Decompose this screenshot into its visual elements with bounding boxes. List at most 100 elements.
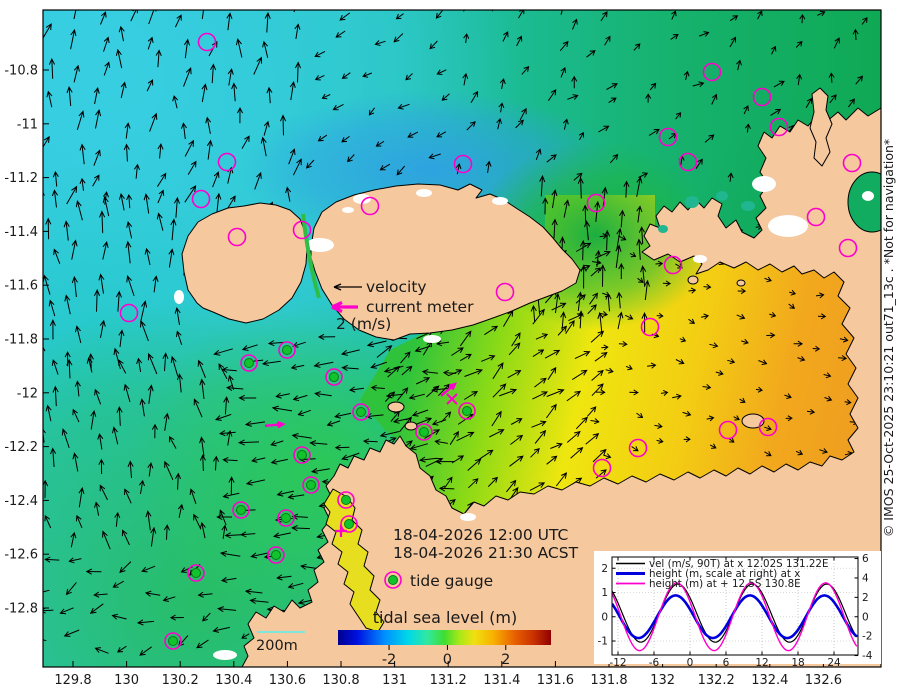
velocity-arrow [115, 48, 123, 69]
velocity-arrow [645, 93, 652, 103]
velocity-arrow [237, 439, 260, 446]
tide-gauge-dot [306, 480, 316, 490]
velocity-arrow [93, 149, 101, 166]
velocity-arrow [608, 97, 617, 104]
velocity-arrow [812, 345, 821, 352]
y-tick-label: -12.8 [4, 602, 38, 617]
velocity-arrow [534, 429, 547, 444]
velocity-arrow [150, 526, 157, 547]
velocity-arrow [401, 365, 413, 376]
inset-x-tick-label: 12 [755, 657, 768, 669]
inset-yr-tick-label: 2 [862, 592, 869, 604]
velocity-arrow [118, 25, 125, 42]
velocity-arrow [89, 603, 104, 614]
velocity-arrow [221, 524, 228, 539]
speed-scale-label: 2 (m/s) [336, 315, 391, 333]
velocity-arrow [408, 393, 425, 400]
velocity-arrow [368, 107, 376, 116]
velocity-arrow [44, 556, 60, 563]
velocity-arrow [254, 171, 262, 190]
velocity-arrow [285, 186, 292, 202]
velocity-arrow [496, 118, 503, 130]
velocity-arrow [124, 488, 132, 504]
velocity-arrow [61, 428, 70, 449]
velocity-arrow [795, 40, 803, 48]
inset-x-tick-label: 0 [687, 657, 694, 669]
inset-legend-label: height (m) at + 12.5S 130.8E [649, 578, 801, 590]
velocity-arrow [602, 291, 611, 298]
velocity-arrow [100, 11, 107, 25]
inset-legend-label: height (m, scale at right) at x [649, 568, 800, 580]
velocity-arrow [468, 478, 479, 489]
velocity-arrow [70, 28, 77, 50]
colorbar-tick-label: -2 [382, 652, 396, 668]
velocity-arrow [637, 277, 644, 283]
velocity-arrow [436, 131, 447, 138]
velocity-arrow [121, 529, 130, 546]
velocity-arrow [341, 72, 351, 79]
tide-gauge-dot [419, 427, 429, 437]
velocity-arrow [451, 347, 464, 356]
velocity-arrow [136, 619, 154, 626]
velocity-arrow [711, 93, 718, 105]
tide-gauge-marker [232, 501, 250, 519]
current-meter-marker [495, 282, 515, 302]
y-tick-label: -12.4 [4, 494, 38, 509]
velocity-arrow [341, 135, 350, 143]
tide-gauge-marker [337, 491, 355, 509]
melville-island [310, 183, 581, 341]
velocity-arrow [240, 531, 256, 538]
velocity-arrow [647, 362, 657, 369]
current-meter-marker [592, 458, 612, 478]
velocity-arrow [79, 177, 86, 191]
velocity-arrow [409, 443, 428, 451]
velocity-arrow [379, 431, 400, 438]
velocity-arrow [464, 368, 483, 377]
velocity-arrow [729, 36, 736, 48]
velocity-arrow [139, 398, 146, 417]
velocity-arrow [532, 391, 549, 400]
tide-gauge-dot [341, 495, 351, 505]
velocity-arrow [618, 262, 625, 280]
velocity-arrow [292, 158, 302, 176]
velocity-arrow [66, 86, 73, 107]
velocity-arrow [43, 135, 50, 148]
velocity-arrow [261, 360, 281, 367]
velocity-arrow-icon [333, 283, 362, 291]
velocity-arrow [861, 17, 868, 25]
velocity-arrow [72, 408, 80, 423]
velocity-arrow [63, 629, 80, 637]
velocity-arrow [227, 68, 234, 86]
velocity-arrow [72, 452, 79, 472]
velocity-arrow [797, 355, 806, 362]
velocity-arrow [145, 510, 152, 531]
velocity-arrow [656, 312, 664, 319]
velocity-arrow [484, 325, 499, 336]
velocity-arrow [624, 314, 634, 320]
velocity-arrow [785, 415, 793, 422]
velocity-arrow [615, 244, 622, 269]
tide-gauge-dot [282, 345, 292, 355]
velocity-arrow [683, 436, 691, 443]
velocity-arrow [241, 344, 258, 351]
tide-gauge-dot [168, 636, 178, 646]
velocity-arrow [118, 329, 125, 348]
velocity-arrow [290, 364, 305, 370]
velocity-arrow [770, 45, 777, 55]
velocity-arrow [491, 410, 502, 427]
velocity-arrow [736, 59, 742, 71]
velocity-arrow [48, 299, 56, 317]
tide-gauge-marker [415, 423, 433, 441]
velocity-arrow [264, 420, 286, 429]
velocity-arrow [636, 205, 643, 223]
velocity-arrow [250, 552, 270, 559]
x-tick-label: 131.4 [483, 673, 520, 688]
velocity-arrow [499, 78, 506, 90]
velocity-arrow [784, 393, 792, 399]
velocity-arrow [210, 63, 217, 84]
velocity-arrow [112, 426, 119, 445]
velocity-arrow [770, 108, 782, 116]
velocity-arrow [314, 74, 325, 81]
velocity-arrow [434, 439, 448, 445]
